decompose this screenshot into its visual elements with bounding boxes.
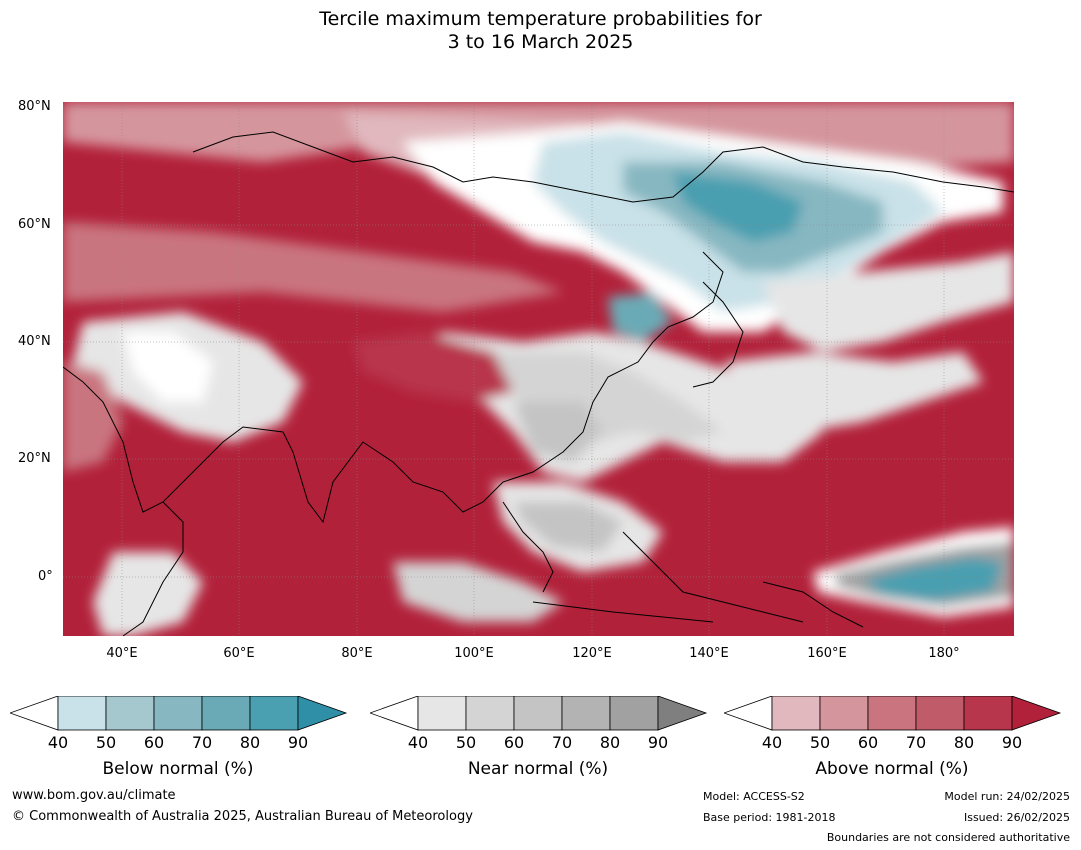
colorbar-near-label: Near normal (%) — [467, 759, 609, 779]
lon-label-120e: 120°E — [572, 646, 612, 661]
model-run-text: Model run: 24/02/2025 — [944, 790, 1070, 803]
below-cbar-seg-4 — [201, 696, 251, 731]
near-tick-80: 80 — [599, 733, 621, 752]
lon-label-80e: 80°E — [341, 646, 373, 661]
near-tick-60: 60 — [503, 733, 525, 752]
lon-label-40e: 40°E — [106, 646, 138, 661]
copyright-text: © Commonwealth of Australia 2025, Austra… — [12, 809, 473, 824]
near-cbar-seg-5 — [609, 696, 659, 731]
near-cbar-seg-3 — [513, 696, 563, 731]
near-cbar-seg-4 — [561, 696, 611, 731]
lon-label-160e: 160°E — [807, 646, 847, 661]
website-link[interactable]: www.bom.gov.au/climate — [12, 788, 176, 803]
lat-label-80n: 80°N — [18, 99, 51, 114]
near-cbar-seg-2 — [465, 696, 515, 731]
below-tick-80: 80 — [239, 733, 261, 752]
near-tick-90: 90 — [647, 733, 669, 752]
below-cbar-seg-1 — [57, 696, 107, 731]
chart-title: Tercile maximum temperature probabilitie… — [0, 8, 1081, 54]
below-tick-60: 60 — [143, 733, 165, 752]
title-line-1: Tercile maximum temperature probabilitie… — [319, 8, 762, 30]
above-cbar-seg-5 — [963, 696, 1013, 731]
above-cbar-seg-2 — [819, 696, 869, 731]
lat-label-equator: 0° — [38, 569, 53, 584]
above-tick-50: 50 — [809, 733, 831, 752]
lat-label-40n: 40°N — [18, 334, 51, 349]
probability-field — [63, 102, 1014, 636]
title-line-2: 3 to 16 March 2025 — [447, 31, 634, 53]
above-cbar-seg-6 — [1011, 696, 1062, 731]
above-cbar-seg-3 — [867, 696, 917, 731]
lon-label-140e: 140°E — [689, 646, 729, 661]
above-cbar-seg-4 — [915, 696, 965, 731]
near-tick-70: 70 — [551, 733, 573, 752]
forecast-map — [63, 102, 1014, 636]
below-cbar-seg-2 — [105, 696, 155, 731]
below-cbar-seg-3 — [153, 696, 203, 731]
colorbar-near-normal — [370, 696, 708, 731]
colorbar-below-normal — [10, 696, 348, 731]
above-tick-80: 80 — [953, 733, 975, 752]
above-cbar-seg-0 — [724, 696, 773, 731]
lon-label-180: 180° — [928, 646, 960, 661]
near-cbar-seg-6 — [657, 696, 708, 731]
colorbar-above-normal — [724, 696, 1062, 731]
above-tick-70: 70 — [905, 733, 927, 752]
below-tick-90: 90 — [287, 733, 309, 752]
colorbar-below-label: Below normal (%) — [102, 759, 254, 779]
map-svg — [63, 102, 1014, 636]
below-cbar-seg-6 — [297, 696, 348, 731]
below-cbar-seg-0 — [10, 696, 59, 731]
graticule — [63, 102, 1014, 636]
above-tick-60: 60 — [857, 733, 879, 752]
near-cbar-seg-1 — [417, 696, 467, 731]
issued-text: Issued: 26/02/2025 — [963, 811, 1070, 824]
base-period-text: Base period: 1981-2018 — [703, 811, 836, 824]
lon-label-60e: 60°E — [223, 646, 255, 661]
near-tick-40: 40 — [407, 733, 429, 752]
lat-label-20n: 20°N — [18, 451, 51, 466]
above-cbar-seg-1 — [771, 696, 821, 731]
near-cbar-seg-0 — [370, 696, 419, 731]
below-cbar-seg-5 — [249, 696, 299, 731]
disclaimer-text: Boundaries are not considered authoritat… — [826, 831, 1070, 844]
above-tick-90: 90 — [1001, 733, 1023, 752]
model-text: Model: ACCESS-S2 — [703, 790, 805, 803]
below-tick-40: 40 — [47, 733, 69, 752]
below-tick-70: 70 — [191, 733, 213, 752]
below-tick-50: 50 — [95, 733, 117, 752]
coastlines — [63, 131, 1014, 636]
colorbar-above-label: Above normal (%) — [815, 759, 969, 779]
lon-label-100e: 100°E — [454, 646, 494, 661]
above-tick-40: 40 — [761, 733, 783, 752]
lat-label-60n: 60°N — [18, 217, 51, 232]
near-tick-50: 50 — [455, 733, 477, 752]
